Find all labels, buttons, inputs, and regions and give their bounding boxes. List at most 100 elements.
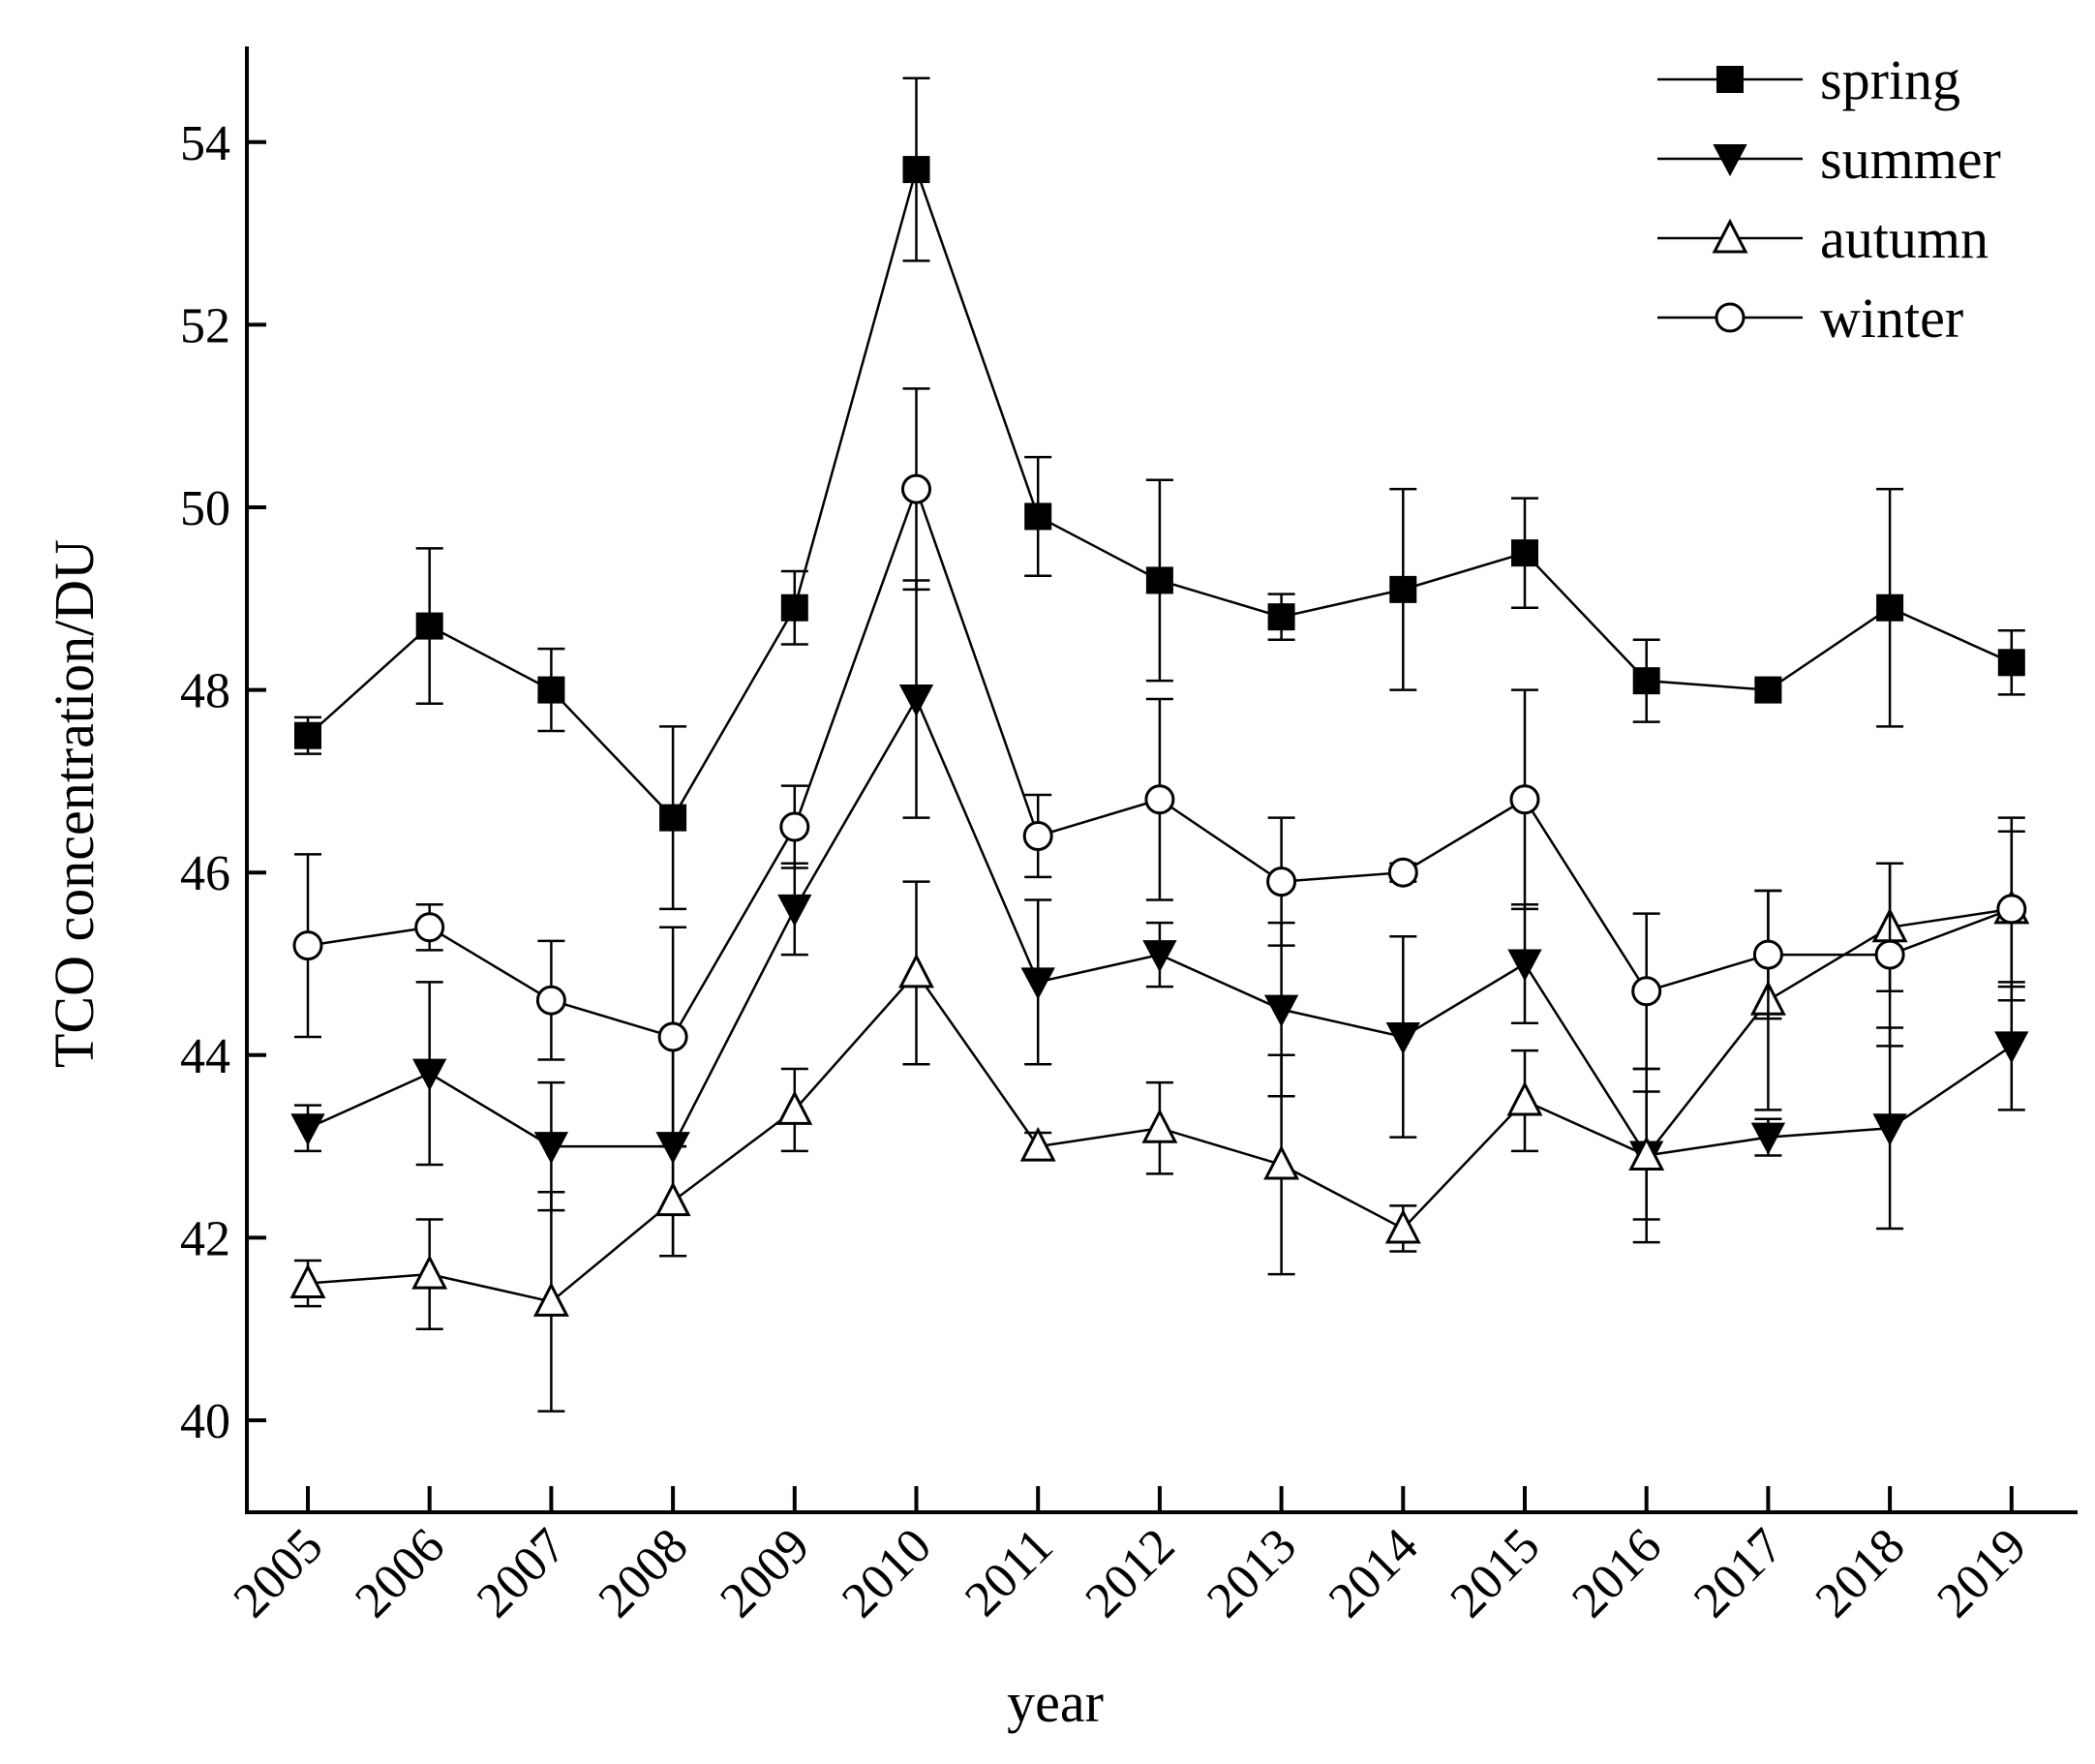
series-layer [289,76,2030,1413]
winter-point [292,930,323,961]
legend-item-spring: spring [1657,48,1960,111]
series-summer [290,579,2029,1258]
winter-point [657,1021,688,1052]
legend-label: autumn [1820,207,1989,270]
spring-point [1876,593,1904,622]
legend-marker [1716,66,1744,93]
winter-point [901,473,931,504]
autumn-point [411,1254,448,1290]
y-axis-title: TCO concentration/DU [43,539,106,1068]
y-tick-label: 40 [180,1394,230,1449]
spring-point [1389,575,1417,603]
spring-point [902,156,930,184]
autumn-point [1506,1080,1543,1116]
winter-point [1509,784,1540,815]
summer-point [1872,1113,1907,1146]
spring-point [537,676,565,704]
x-tick-label: 2010 [832,1518,942,1628]
winter-point [1022,820,1053,851]
x-tick-label: 2013 [1197,1518,1307,1628]
x-tick-label: 2008 [589,1518,699,1628]
summer-point [1994,1031,2029,1064]
autumn-point [289,1263,326,1299]
winter-point [414,912,445,943]
summer-point [290,1113,325,1146]
spring-point [780,593,808,622]
x-ticks: 2005 2006 2007 2008 2009 2010 2011 2012 2013 2014… [224,1486,2037,1628]
x-tick-label: 2011 [955,1518,1063,1627]
autumn-point [1141,1108,1178,1143]
summer-point [777,894,812,928]
autumn-point [898,953,934,988]
winter-point [1874,939,1905,970]
spring-point [415,612,443,640]
x-axis-title: year [1007,1671,1104,1734]
summer-point [898,684,934,717]
axes [245,46,2078,1514]
legend-label: spring [1820,48,1960,111]
spring-point [294,721,321,749]
legend-label: winter [1820,287,1963,350]
y-tick-label: 48 [180,664,230,719]
spring-point [1632,667,1660,695]
autumn-point [654,1181,691,1217]
summer-point [412,1058,447,1091]
x-tick-label: 2009 [710,1518,820,1628]
y-tick-label: 42 [180,1211,230,1266]
spring-point [1145,566,1173,594]
legend: spring summer autumn winter [1657,48,2001,350]
spring-point [1267,603,1295,631]
winter-point [1996,894,2027,925]
x-tick-label: 2014 [1319,1518,1429,1628]
y-tick-label: 46 [180,846,230,901]
winter-point [1266,867,1297,897]
winter-point [535,985,566,1016]
x-tick-label: 2012 [1076,1518,1186,1628]
summer-point [1385,1021,1420,1055]
winter-point [1631,976,1662,1007]
autumn-point [1384,1208,1421,1244]
spring-point [1511,539,1538,567]
legend-marker [1713,144,1747,177]
x-tick-label: 2007 [467,1518,577,1628]
legend-item-autumn: autumn [1657,207,1989,270]
spring-point [1024,502,1052,531]
summer-point [1263,994,1299,1027]
series-winter [292,387,2027,1148]
x-tick-label: 2016 [1562,1518,1672,1628]
y-tick-label: 50 [180,481,230,536]
spring-point [1997,649,2025,677]
summer-point [1142,940,1177,973]
summer-point [1750,1122,1786,1155]
y-tick-label: 54 [180,116,230,171]
summer-point [1020,967,1055,1000]
legend-marker [1715,302,1746,333]
x-tick-label: 2019 [1927,1518,2037,1628]
winter-point [779,811,810,842]
series-autumn [289,816,2030,1413]
legend-marker [1712,218,1748,254]
y-ticks: 40 42 44 46 48 50 52 54 [180,116,266,1449]
y-tick-label: 44 [180,1029,230,1084]
x-tick-label: 2005 [224,1518,334,1628]
legend-item-summer: summer [1657,128,2001,191]
y-tick-label: 52 [180,298,230,353]
summer-point [533,1132,569,1165]
series-spring [294,76,2025,911]
autumn-point [1019,1126,1056,1162]
autumn-point [776,1090,813,1125]
winter-point [1387,857,1418,888]
x-tick-label: 2015 [1441,1518,1551,1628]
winter-point [1752,939,1783,970]
x-tick-label: 2017 [1684,1518,1794,1628]
x-tick-label: 2018 [1806,1518,1916,1628]
x-tick-label: 2006 [345,1518,455,1628]
legend-item-winter: winter [1657,287,1963,350]
winter-point [1144,784,1175,815]
spring-point [1754,676,1782,704]
summer-point [1507,949,1542,982]
spring-point [659,804,687,832]
autumn-point [1628,1136,1665,1171]
legend-label: summer [1820,128,2001,191]
